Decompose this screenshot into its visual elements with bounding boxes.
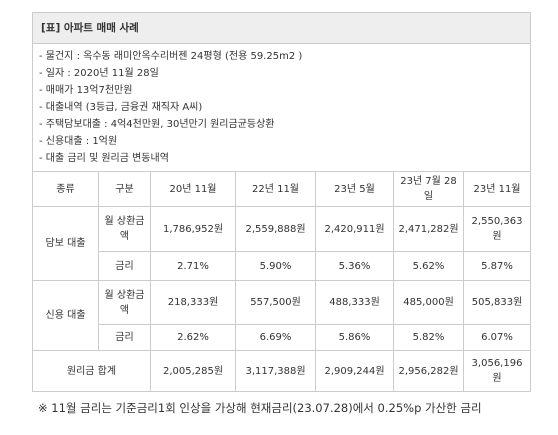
table-cell: 원리금 합계 <box>32 350 151 392</box>
column-header: 20년 11월 <box>150 171 236 207</box>
table-cell: 6.07% <box>463 324 531 351</box>
table-cell: 금리 <box>98 251 151 281</box>
info-item: - 대출 금리 및 원리금 변동내역 <box>39 153 169 164</box>
table-cell: 신용 대출 <box>32 280 99 351</box>
table-cell: 금리 <box>98 324 151 351</box>
box-title: [표] 아파트 매매 사례 <box>33 13 530 44</box>
table-row: 담보 대출 월 상환금액 1,786,952원 2,559,888원 2,420,911… <box>32 206 531 281</box>
table-cell: 3,056,196원 <box>463 350 531 392</box>
table-cell: 488,333원 <box>315 280 394 325</box>
data-table: 종류 구분 20년 11월 22년 11월 23년 5월 23년 7월 28일 23년 11… <box>32 171 531 392</box>
table-cell: 2,420,911원 <box>315 206 394 252</box>
table-row: 금리 2.71% 5.90% 5.36% 5.62% 5.87% <box>33 251 531 281</box>
table-cell: 485,000원 <box>393 280 464 325</box>
table-cell: 5.87% <box>463 251 531 281</box>
column-header: 22년 11월 <box>235 171 316 207</box>
header-row: 종류 구분 20년 11월 22년 11월 23년 5월 23년 7월 28일 23년 11… <box>32 171 531 207</box>
table-cell: 3,117,388원 <box>235 350 316 392</box>
table-cell: 5.36% <box>315 251 394 281</box>
table-cell: 2.62% <box>150 324 236 351</box>
table-cell: 담보 대출 <box>32 206 99 281</box>
table-cell: 2,909,244원 <box>315 350 394 392</box>
table-cell: 557,500원 <box>235 280 316 325</box>
table-cell: 2,471,282원 <box>393 206 464 252</box>
table-cell: 5.86% <box>315 324 394 351</box>
table-row: 금리 2.62% 6.69% 5.86% 5.82% 6.07% <box>33 324 531 351</box>
table-cell: 5.82% <box>393 324 464 351</box>
table-cell: 2,005,285원 <box>150 350 236 392</box>
table-cell: 505,833원 <box>463 280 531 325</box>
table-row: 원리금 합계 2,005,285원 3,117,388원 2,909,244원 2,95… <box>32 350 531 392</box>
table-cell: 월 상환금액 <box>98 280 151 325</box>
table-cell: 2,550,363원 <box>463 206 531 252</box>
table-cell: 5.90% <box>235 251 316 281</box>
table-cell: 218,333원 <box>150 280 236 325</box>
column-header: 23년 5월 <box>315 171 394 207</box>
info-item: - 일자 : 2020년 11월 28일 <box>39 68 159 79</box>
table-cell: 2.71% <box>150 251 236 281</box>
info-list: - 물건지 : 옥수동 래미안옥수리버젠 24평형 (전용 59.25m2 ) -… <box>33 44 530 171</box>
table-cell: 2,956,282원 <box>393 350 464 392</box>
table-row: 신용 대출 월 상환금액 218,333원 557,500원 488,333원 485,0… <box>32 280 531 351</box>
column-header: 23년 11월 <box>463 171 531 207</box>
info-item: - 매매가 13억7천만원 <box>39 85 133 96</box>
info-item: - 물건지 : 옥수동 래미안옥수리버젠 24평형 (전용 59.25m2 ) <box>39 51 303 62</box>
info-item: - 대출내역 (3등급, 금융권 재직자 A씨) <box>39 102 203 113</box>
table-cell: 2,559,888원 <box>235 206 316 252</box>
column-header: 종류 <box>32 171 99 207</box>
document-box: [표] 아파트 매매 사례 - 물건지 : 옥수동 래미안옥수리버젠 24평형 … <box>32 12 531 392</box>
table-cell: 월 상환금액 <box>98 206 151 252</box>
table-cell: 6.69% <box>235 324 316 351</box>
column-header: 23년 7월 28일 <box>393 171 464 207</box>
info-item: - 주택담보대출 : 4억4천만원, 30년만기 원리금균등상환 <box>39 119 275 130</box>
info-item: - 신용대출 : 1억원 <box>39 136 118 147</box>
column-header: 구분 <box>98 171 151 207</box>
table-cell: 5.62% <box>393 251 464 281</box>
footnote: ※ 11월 금리는 기준금리1회 인상을 가상해 현재금리(23.07.28)에… <box>38 401 482 415</box>
table-cell: 1,786,952원 <box>150 206 236 252</box>
